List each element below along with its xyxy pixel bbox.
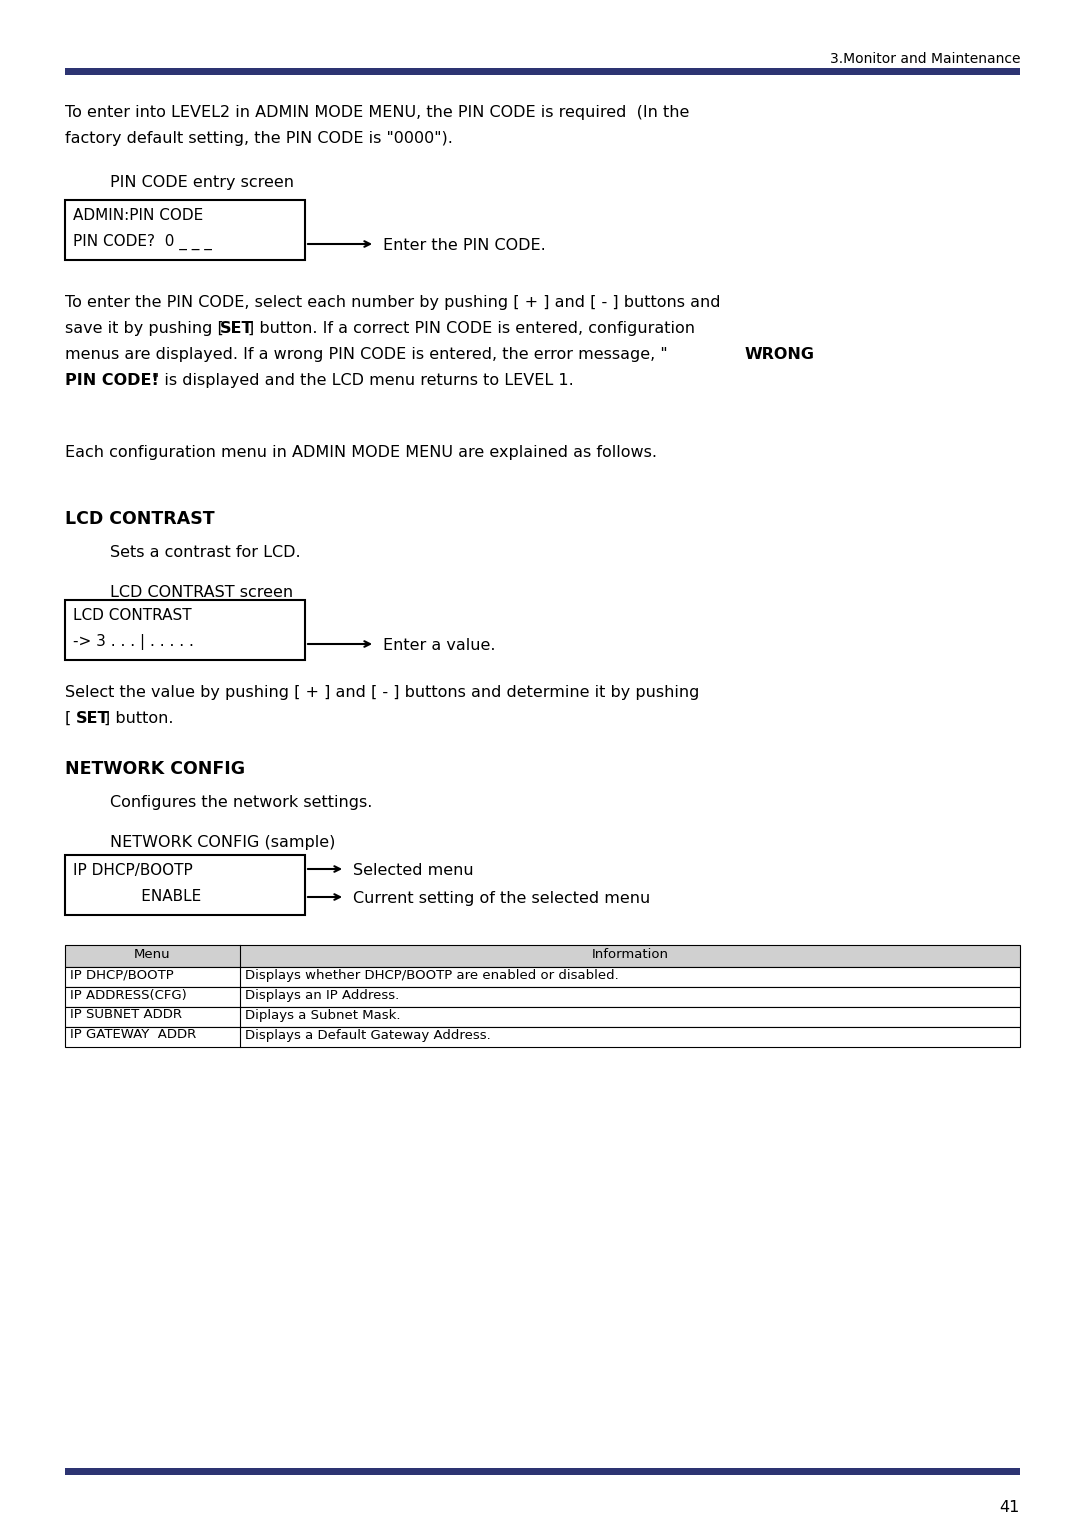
Text: IP SUBNET ADDR: IP SUBNET ADDR xyxy=(70,1009,183,1021)
Text: Displays an IP Address.: Displays an IP Address. xyxy=(245,988,400,1001)
Text: menus are displayed. If a wrong PIN CODE is entered, the error message, ": menus are displayed. If a wrong PIN CODE… xyxy=(65,347,667,362)
Text: " is displayed and the LCD menu returns to LEVEL 1.: " is displayed and the LCD menu returns … xyxy=(152,373,573,388)
Text: NETWORK CONFIG (sample): NETWORK CONFIG (sample) xyxy=(110,835,336,850)
Text: Menu: Menu xyxy=(134,947,171,961)
Bar xyxy=(65,986,1020,1007)
Text: Enter a value.: Enter a value. xyxy=(383,638,496,653)
Text: Selected menu: Selected menu xyxy=(353,864,474,879)
Text: Select the value by pushing [ + ] and [ - ] buttons and determine it by pushing: Select the value by pushing [ + ] and [ … xyxy=(65,685,700,700)
Text: IP GATEWAY  ADDR: IP GATEWAY ADDR xyxy=(70,1029,197,1041)
Text: SET: SET xyxy=(220,321,254,336)
Text: NETWORK CONFIG: NETWORK CONFIG xyxy=(65,761,245,779)
Text: Each configuration menu in ADMIN MODE MENU are explained as follows.: Each configuration menu in ADMIN MODE ME… xyxy=(65,445,657,461)
Text: SET: SET xyxy=(76,711,109,726)
Text: IP DHCP/BOOTP: IP DHCP/BOOTP xyxy=(73,864,192,879)
Text: save it by pushing [: save it by pushing [ xyxy=(65,321,224,336)
Text: LCD CONTRAST: LCD CONTRAST xyxy=(65,511,215,529)
Text: Information: Information xyxy=(592,947,669,961)
Bar xyxy=(65,1468,1020,1476)
Text: ] button. If a correct PIN CODE is entered, configuration: ] button. If a correct PIN CODE is enter… xyxy=(248,321,696,336)
Bar xyxy=(65,854,305,915)
Bar xyxy=(65,600,305,661)
Text: ADMIN:PIN CODE: ADMIN:PIN CODE xyxy=(73,208,203,223)
Text: WRONG: WRONG xyxy=(745,347,815,362)
Bar xyxy=(65,1027,1020,1047)
Text: To enter the PIN CODE, select each number by pushing [ + ] and [ - ] buttons and: To enter the PIN CODE, select each numbe… xyxy=(65,295,720,311)
Text: ] button.: ] button. xyxy=(104,711,174,726)
Text: [: [ xyxy=(65,711,71,726)
Text: Configures the network settings.: Configures the network settings. xyxy=(110,795,373,811)
Text: 41: 41 xyxy=(1000,1500,1020,1515)
Text: Displays a Default Gateway Address.: Displays a Default Gateway Address. xyxy=(245,1029,490,1041)
Text: factory default setting, the PIN CODE is "0000").: factory default setting, the PIN CODE is… xyxy=(65,130,453,145)
Text: IP ADDRESS(CFG): IP ADDRESS(CFG) xyxy=(70,988,187,1001)
Bar xyxy=(65,967,1020,986)
Text: Enter the PIN CODE.: Enter the PIN CODE. xyxy=(383,238,545,253)
Text: IP DHCP/BOOTP: IP DHCP/BOOTP xyxy=(70,968,174,982)
Text: -> 3 . . . | . . . . .: -> 3 . . . | . . . . . xyxy=(73,633,194,650)
Text: Diplays a Subnet Mask.: Diplays a Subnet Mask. xyxy=(245,1009,401,1021)
Text: 3.Monitor and Maintenance: 3.Monitor and Maintenance xyxy=(829,52,1020,67)
Text: LCD CONTRAST screen: LCD CONTRAST screen xyxy=(110,585,293,600)
Bar xyxy=(65,200,305,261)
Text: LCD CONTRAST: LCD CONTRAST xyxy=(73,608,191,623)
Text: ENABLE: ENABLE xyxy=(73,889,201,904)
Text: Current setting of the selected menu: Current setting of the selected menu xyxy=(353,891,650,906)
Text: PIN CODE?  0 _ _ _: PIN CODE? 0 _ _ _ xyxy=(73,233,212,250)
Bar xyxy=(65,945,1020,967)
Bar xyxy=(65,68,1020,76)
Text: PIN CODE entry screen: PIN CODE entry screen xyxy=(110,176,294,189)
Bar xyxy=(65,1007,1020,1027)
Text: Displays whether DHCP/BOOTP are enabled or disabled.: Displays whether DHCP/BOOTP are enabled … xyxy=(245,968,619,982)
Text: To enter into LEVEL2 in ADMIN MODE MENU, the PIN CODE is required  (In the: To enter into LEVEL2 in ADMIN MODE MENU,… xyxy=(65,105,689,120)
Text: PIN CODE!: PIN CODE! xyxy=(65,373,159,388)
Text: Sets a contrast for LCD.: Sets a contrast for LCD. xyxy=(110,545,300,561)
